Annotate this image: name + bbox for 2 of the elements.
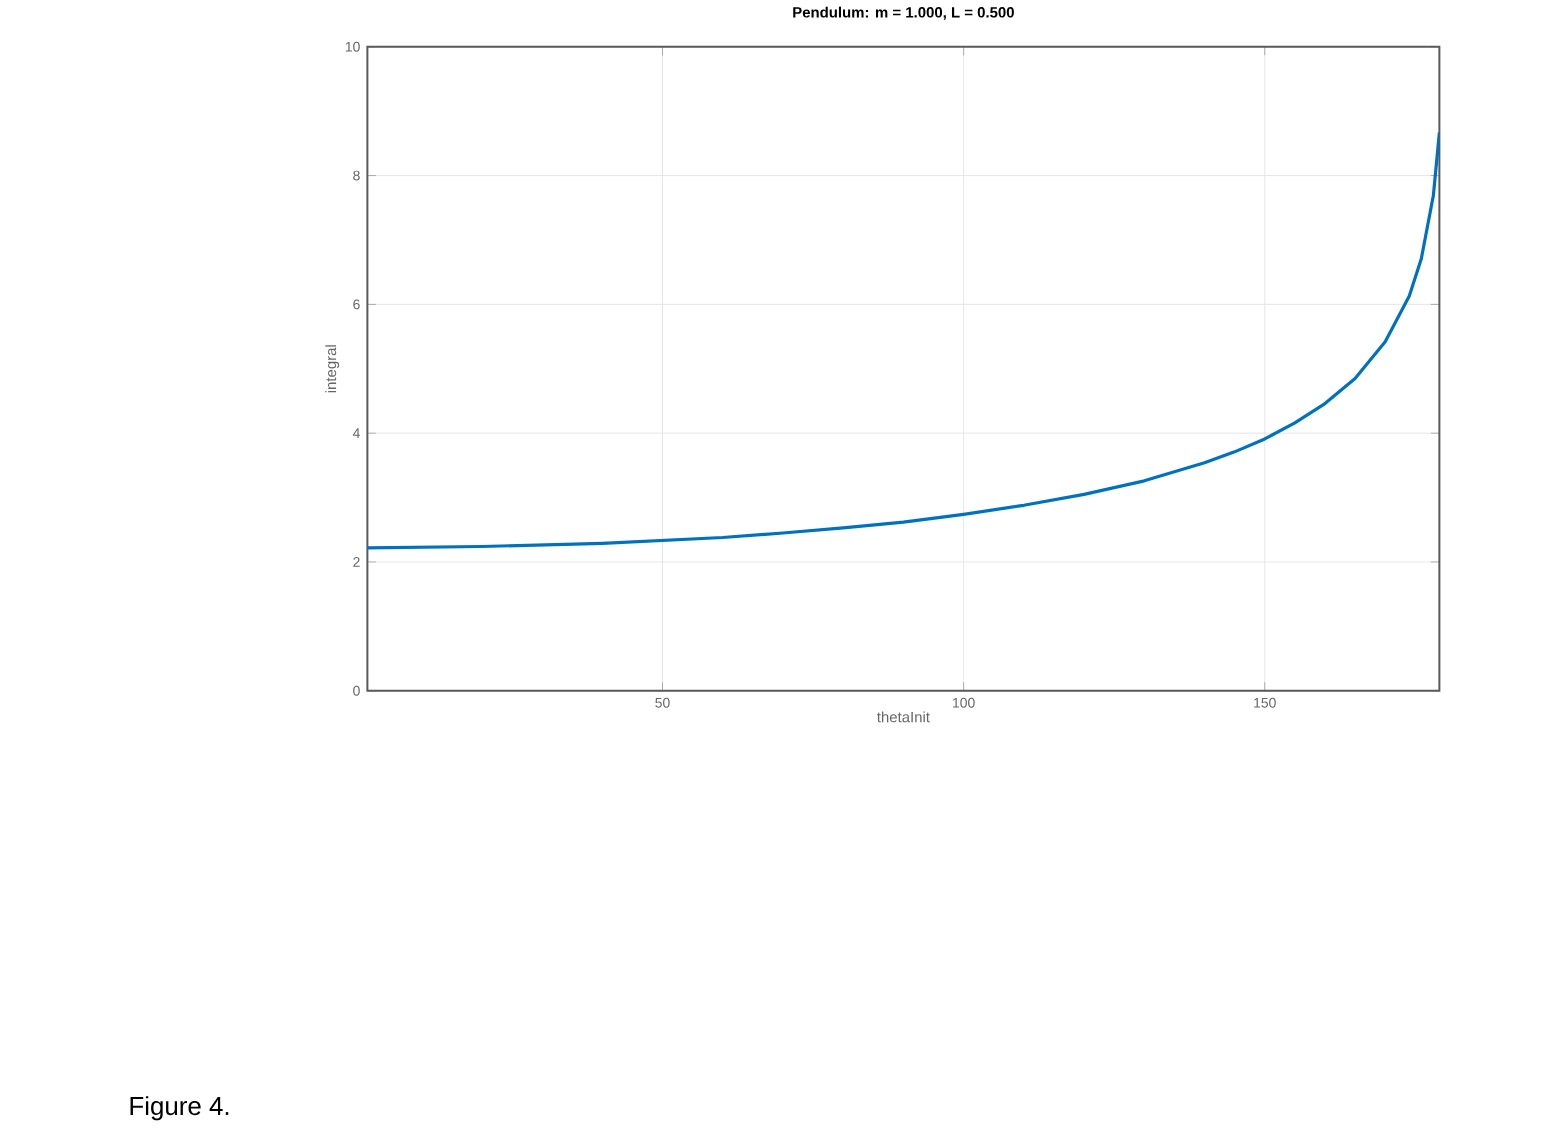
line-series [367, 130, 1440, 550]
caption: Figure 4. [130, 1095, 229, 1120]
